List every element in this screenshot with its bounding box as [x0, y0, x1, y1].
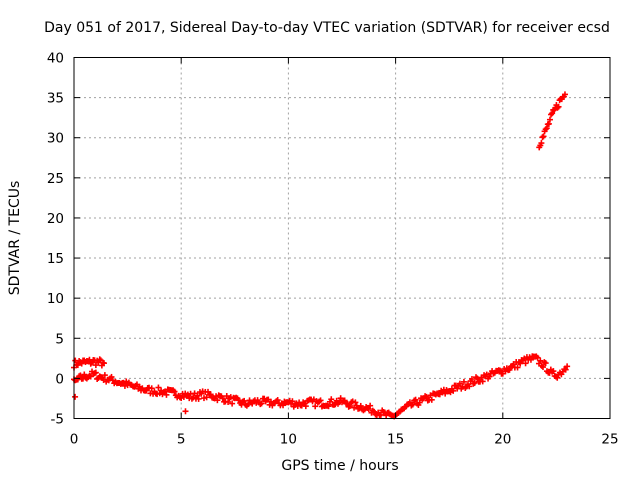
x-tick-label: 5	[177, 432, 186, 448]
data-point	[101, 372, 108, 379]
y-tick-label: 15	[47, 251, 64, 267]
data-point	[468, 376, 475, 383]
data-point	[92, 369, 99, 376]
data-point	[207, 391, 214, 398]
y-axis-label: SDTVAR / TECUs	[7, 181, 23, 296]
data-point	[506, 366, 513, 373]
plot-frame	[73, 57, 611, 419]
data-point	[365, 406, 372, 413]
data-point	[163, 391, 170, 398]
data-point	[219, 395, 226, 402]
data-point	[195, 395, 202, 402]
data-point	[412, 396, 419, 403]
y-tick-label: 10	[47, 291, 64, 307]
data-point	[562, 366, 569, 373]
data-point	[328, 396, 335, 403]
data-point	[538, 140, 545, 147]
axis-ticks: 0 5 10 15 20 25 -5 0 5 10 15 20 25 30 35 40	[47, 51, 619, 448]
data-point	[534, 354, 541, 361]
data-point	[274, 397, 281, 404]
data-point	[554, 104, 561, 111]
data-point	[540, 133, 547, 140]
data-point	[194, 392, 201, 399]
data-point	[527, 356, 534, 363]
data-point	[302, 403, 309, 410]
data-point	[171, 388, 178, 395]
data-point	[357, 402, 364, 409]
y-tick-label: 35	[47, 91, 64, 107]
data-point	[474, 375, 481, 382]
data-point	[409, 401, 416, 408]
data-point	[101, 360, 108, 367]
data-point	[341, 397, 348, 404]
y-tick-label: 20	[47, 211, 64, 227]
y-tick-label: 25	[47, 171, 64, 187]
y-tick-label: 30	[47, 131, 64, 147]
data-point	[428, 396, 435, 403]
grid	[74, 57, 610, 419]
data-point	[317, 397, 324, 404]
data-point	[148, 385, 155, 392]
data-point	[564, 363, 571, 370]
data-point	[367, 402, 374, 409]
data-point	[72, 393, 79, 400]
data-point	[460, 378, 467, 385]
data-point	[241, 397, 248, 404]
x-tick-label: 25	[601, 432, 618, 448]
y-tick-label: 0	[55, 371, 64, 387]
data-point	[540, 364, 546, 371]
data-point	[471, 379, 478, 386]
data-point	[550, 368, 557, 375]
data-point	[225, 399, 232, 406]
data-point	[486, 373, 493, 380]
data-point	[466, 383, 473, 390]
data-point	[325, 403, 332, 410]
data-point	[555, 103, 562, 110]
data-point	[542, 126, 549, 133]
data-point	[522, 360, 529, 367]
data-point	[456, 380, 463, 387]
data-point	[289, 398, 296, 405]
data-point	[543, 125, 550, 132]
data-point	[81, 371, 88, 378]
data-point	[229, 400, 236, 407]
data-point	[78, 360, 85, 367]
data-point	[450, 387, 457, 394]
data-point	[96, 356, 103, 363]
data-point	[554, 374, 561, 381]
y-tick-label: 40	[47, 51, 64, 67]
data-point	[537, 357, 544, 364]
data-point	[545, 120, 552, 127]
y-tick-label: -5	[51, 412, 64, 428]
data-point	[561, 91, 568, 98]
data-point	[514, 364, 521, 371]
x-axis-label: GPS time / hours	[281, 458, 398, 474]
data-point	[549, 110, 556, 117]
data-point	[347, 403, 354, 410]
data-point	[542, 360, 549, 367]
chart-title: Day 051 of 2017, Sidereal Day-to-day VTE…	[44, 20, 610, 36]
data-point	[479, 378, 486, 385]
data-point	[258, 400, 265, 407]
data-point	[546, 116, 553, 123]
x-tick-label: 10	[280, 432, 297, 448]
data-point	[214, 397, 221, 404]
y-tick-label: 5	[55, 331, 64, 347]
x-tick-label: 0	[70, 432, 79, 448]
data-point	[182, 408, 189, 415]
data-point	[352, 399, 359, 406]
data-points	[71, 91, 571, 420]
x-tick-label: 20	[494, 432, 511, 448]
data-point	[77, 372, 84, 379]
data-point	[539, 134, 546, 141]
data-point	[517, 360, 524, 367]
data-point	[312, 403, 319, 410]
x-tick-label: 15	[387, 432, 404, 448]
data-point	[108, 373, 115, 380]
data-point	[416, 399, 423, 406]
